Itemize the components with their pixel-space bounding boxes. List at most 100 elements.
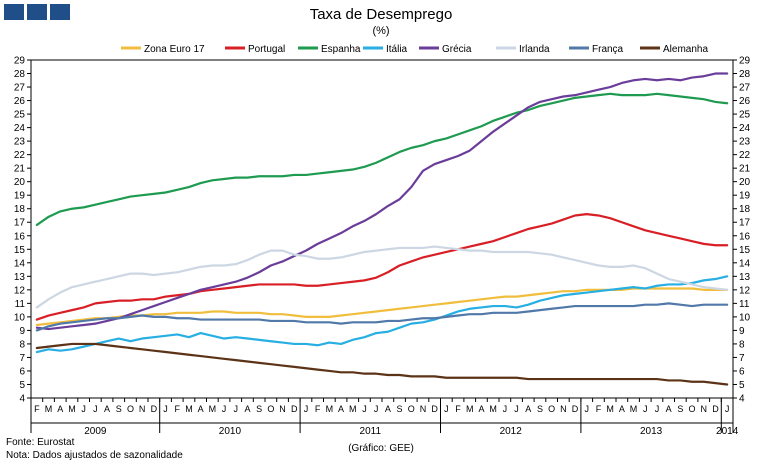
month-label: S xyxy=(116,404,122,414)
legend-label: Zona Euro 17 xyxy=(144,44,205,55)
year-label: 2009 xyxy=(84,426,107,437)
y-tick-label-left: 22 xyxy=(14,150,26,161)
y-tick-label-left: 14 xyxy=(14,258,26,269)
y-tick-label-right: 24 xyxy=(739,123,751,134)
legend-label: Grécia xyxy=(442,44,472,55)
y-tick-label-right: 9 xyxy=(739,326,745,337)
month-label: M xyxy=(209,404,217,414)
chart-subtitle: (%) xyxy=(372,25,390,37)
month-label: N xyxy=(560,404,567,414)
month-label: A xyxy=(666,404,672,414)
y-tick-label-right: 21 xyxy=(739,164,751,175)
month-label: D xyxy=(291,404,298,414)
logo-square-3 xyxy=(50,4,70,20)
month-label: O xyxy=(127,404,134,414)
y-tick-label-left: 6 xyxy=(19,366,25,377)
month-label: J xyxy=(643,404,648,414)
month-label: F xyxy=(315,404,321,414)
month-label: J xyxy=(163,404,168,414)
month-label: J xyxy=(222,404,227,414)
y-tick-label-left: 16 xyxy=(14,231,26,242)
y-tick-label-right: 20 xyxy=(739,177,751,188)
y-tick-label-left: 5 xyxy=(19,380,25,391)
month-label: N xyxy=(420,404,427,414)
y-tick-label-right: 8 xyxy=(739,339,745,350)
y-tick-label-left: 7 xyxy=(19,353,25,364)
y-tick-label-left: 9 xyxy=(19,326,25,337)
month-label: N xyxy=(701,404,708,414)
y-tick-label-right: 5 xyxy=(739,380,745,391)
month-label: J xyxy=(304,404,309,414)
y-tick-label-left: 13 xyxy=(14,272,26,283)
month-label: A xyxy=(619,404,625,414)
series-line-frança xyxy=(35,302,729,332)
y-tick-label-left: 15 xyxy=(14,245,26,256)
month-label: J xyxy=(374,404,379,414)
y-tick-label-right: 25 xyxy=(739,110,751,121)
month-label: J xyxy=(362,404,367,414)
gee-logo xyxy=(4,4,70,20)
y-tick-label-right: 6 xyxy=(739,366,745,377)
series-line-alemanha xyxy=(35,342,729,386)
y-tick-label-right: 16 xyxy=(739,231,751,242)
y-tick-label-left: 18 xyxy=(14,204,26,215)
y-tick-label-right: 23 xyxy=(739,137,751,148)
month-label: J xyxy=(514,404,519,414)
month-label: M xyxy=(466,404,474,414)
year-label: 2010 xyxy=(219,426,242,437)
legend-label: França xyxy=(592,44,624,55)
month-label: J xyxy=(234,404,239,414)
y-tick-label-left: 27 xyxy=(14,83,26,94)
y-tick-label-right: 18 xyxy=(739,204,751,215)
year-label: 2012 xyxy=(500,426,523,437)
month-label: S xyxy=(256,404,262,414)
y-tick-label-left: 29 xyxy=(14,56,26,67)
month-label: A xyxy=(104,404,110,414)
month-label: O xyxy=(267,404,274,414)
y-tick-label-right: 27 xyxy=(739,83,751,94)
y-tick-label-right: 15 xyxy=(739,245,751,256)
month-label: J xyxy=(585,404,590,414)
series-line-espanha xyxy=(35,92,729,227)
y-tick-label-left: 23 xyxy=(14,137,26,148)
y-tick-label-right: 17 xyxy=(739,218,751,229)
month-label: A xyxy=(525,404,531,414)
legend-label: Portugal xyxy=(248,44,285,55)
month-label: J xyxy=(655,404,660,414)
y-tick-label-left: 24 xyxy=(14,123,26,134)
plot-frame xyxy=(30,59,734,399)
y-tick-label-right: 13 xyxy=(739,272,751,283)
month-label: M xyxy=(326,404,334,414)
y-tick-label-left: 26 xyxy=(14,96,26,107)
month-label: J xyxy=(93,404,98,414)
y-tick-label-right: 12 xyxy=(739,285,751,296)
month-label: M xyxy=(606,404,614,414)
logo-square-1 xyxy=(4,4,24,20)
y-tick-label-right: 29 xyxy=(739,56,751,67)
y-tick-label-left: 25 xyxy=(14,110,26,121)
month-label: M xyxy=(68,404,76,414)
y-tick-label-right: 19 xyxy=(739,191,751,202)
month-label: A xyxy=(57,404,63,414)
month-label: F xyxy=(455,404,461,414)
month-label: O xyxy=(408,404,415,414)
y-tick-label-right: 4 xyxy=(739,394,745,405)
month-label: J xyxy=(444,404,449,414)
y-tick-label-right: 7 xyxy=(739,353,745,364)
legend-label: Irlanda xyxy=(519,44,550,55)
y-tick-label-left: 17 xyxy=(14,218,26,229)
month-label: S xyxy=(397,404,403,414)
month-label: D xyxy=(572,404,579,414)
y-tick-label-left: 28 xyxy=(14,69,26,80)
legend-label: Alemanha xyxy=(663,44,708,55)
legend-label: Espanha xyxy=(321,44,361,55)
y-tick-label-left: 20 xyxy=(14,177,26,188)
month-label: N xyxy=(139,404,146,414)
y-tick-label-right: 26 xyxy=(739,96,751,107)
month-label: M xyxy=(185,404,193,414)
logo-square-2 xyxy=(27,4,47,20)
y-tick-label-left: 21 xyxy=(14,164,26,175)
month-label: O xyxy=(548,404,555,414)
year-label: 2011 xyxy=(360,426,382,437)
